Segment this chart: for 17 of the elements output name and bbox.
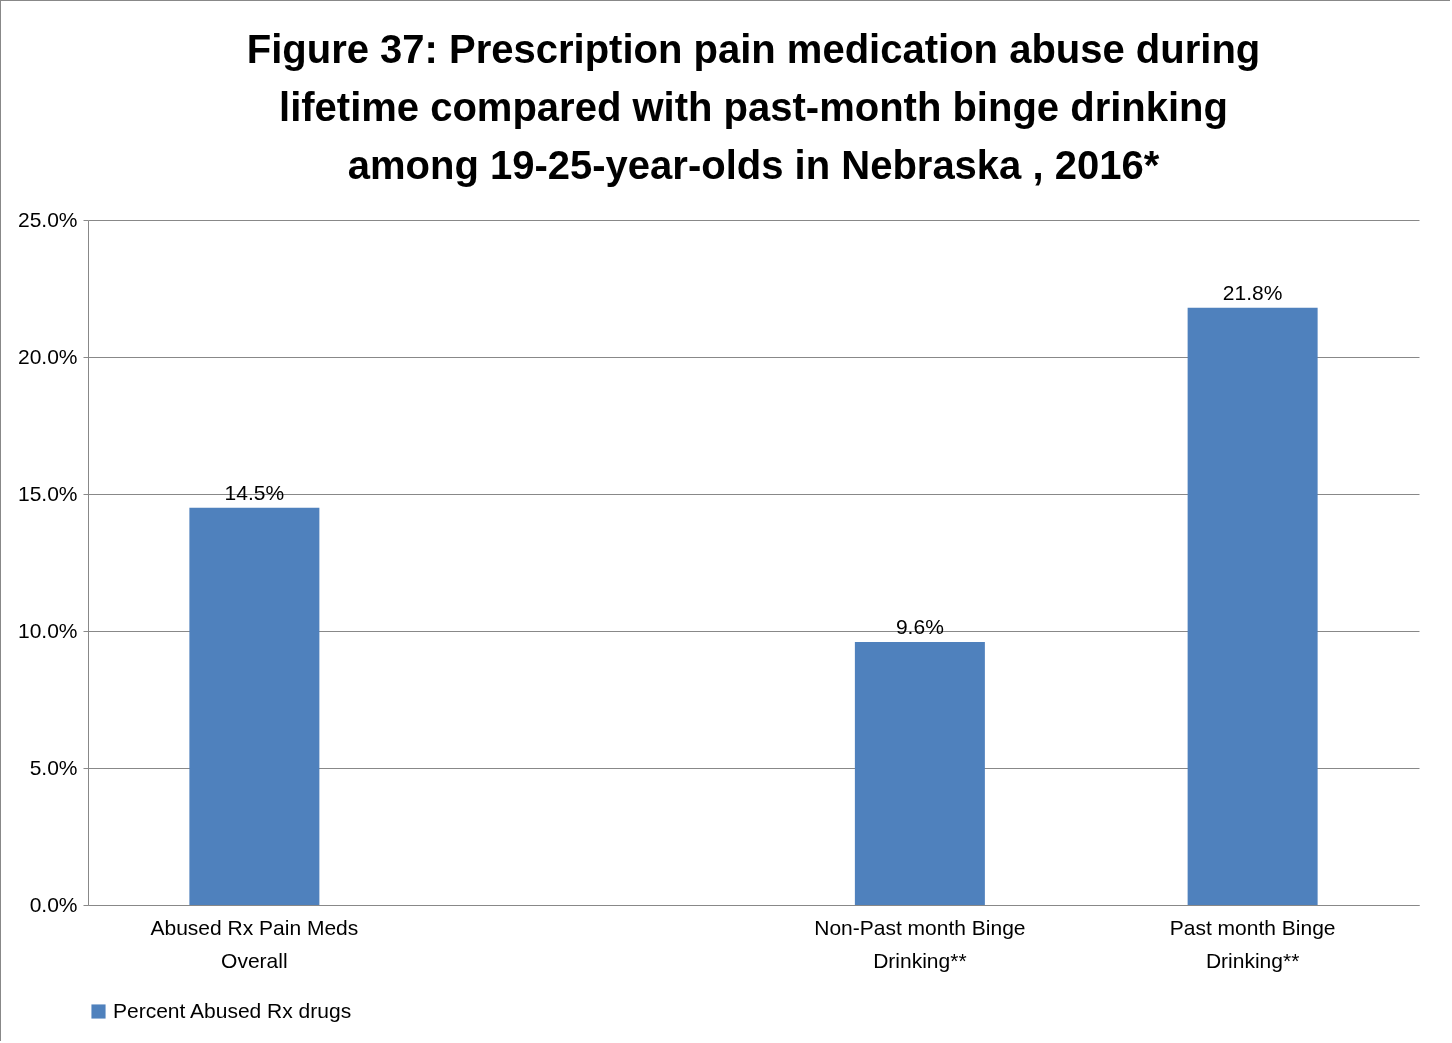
y-tick-label: 0.0% (29, 892, 78, 916)
legend-label: Percent Abused Rx drugs (113, 998, 352, 1022)
x-tick-label: Non-Past month Binge Drinking** (814, 915, 1026, 972)
data-label: 9.6% (895, 614, 944, 638)
bar (1187, 307, 1318, 905)
x-tick-label: Past month Binge Drinking** (1169, 915, 1336, 972)
bar (854, 641, 985, 905)
y-tick-label: 20.0% (17, 344, 78, 368)
x-tick-label: Abused Rx Pain Meds Overall (150, 915, 359, 972)
y-tick-label: 25.0% (17, 207, 78, 231)
chart-title: Figure 37: Prescription pain medication abuse during lifetime compared with past-month binge drinking among 19-25-year-olds in Nebraska , 2016* (246, 27, 1261, 187)
y-tick-label: 5.0% (29, 755, 78, 779)
y-tick-label: 15.0% (17, 481, 78, 505)
y-tick-label: 10.0% (17, 618, 78, 642)
data-label: 14.5% (224, 480, 285, 504)
bar (189, 507, 320, 905)
data-label: 21.8% (1222, 280, 1283, 304)
